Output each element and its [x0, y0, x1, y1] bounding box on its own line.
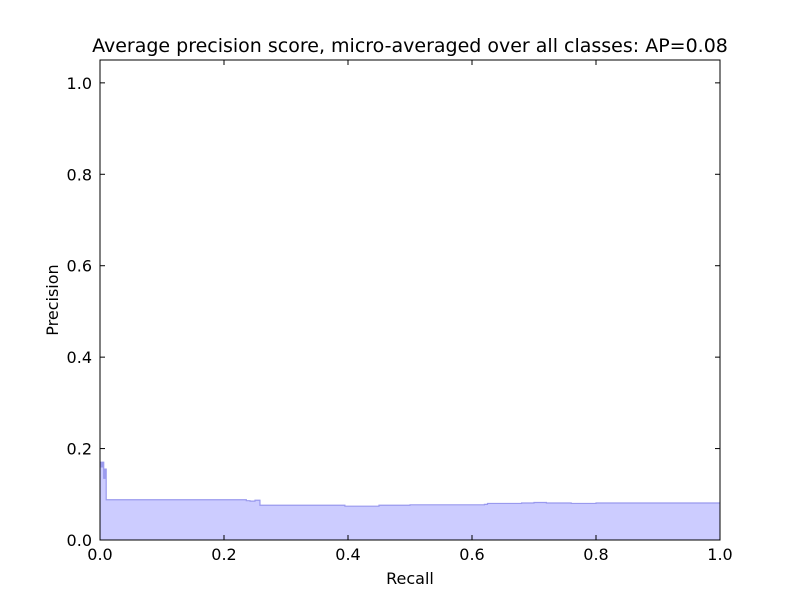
- plot-layer: [100, 461, 720, 540]
- axes-frame: [99, 59, 721, 541]
- x-tick-label: 0.0: [87, 545, 112, 564]
- x-tick-label: 0.6: [459, 545, 484, 564]
- precision-recall-area: [100, 462, 720, 540]
- x-tick-label: 0.4: [335, 545, 360, 564]
- x-tick-label: 1.0: [707, 545, 732, 564]
- y-tick-label: 1.0: [67, 74, 92, 93]
- y-tick-label: 0.2: [67, 440, 92, 459]
- y-tick-label: 0.6: [67, 257, 92, 276]
- precision-recall-line: [100, 461, 720, 507]
- x-axis-label: Recall: [386, 569, 434, 588]
- tick-layer: 0.0 0.2 0.4 0.6 0.8 1.0 0.0 0.2 0.4 0.6 0.8 1.0: [67, 60, 733, 564]
- x-tick-label: 0.8: [583, 545, 608, 564]
- y-axis-label: Precision: [43, 264, 62, 335]
- y-tick-label: 0.4: [67, 348, 92, 367]
- y-tick-label: 0.0: [67, 531, 92, 550]
- chart-title: Average precision score, micro-averaged …: [92, 35, 728, 57]
- x-tick-label: 0.2: [211, 545, 236, 564]
- y-tick-label: 0.8: [67, 165, 92, 184]
